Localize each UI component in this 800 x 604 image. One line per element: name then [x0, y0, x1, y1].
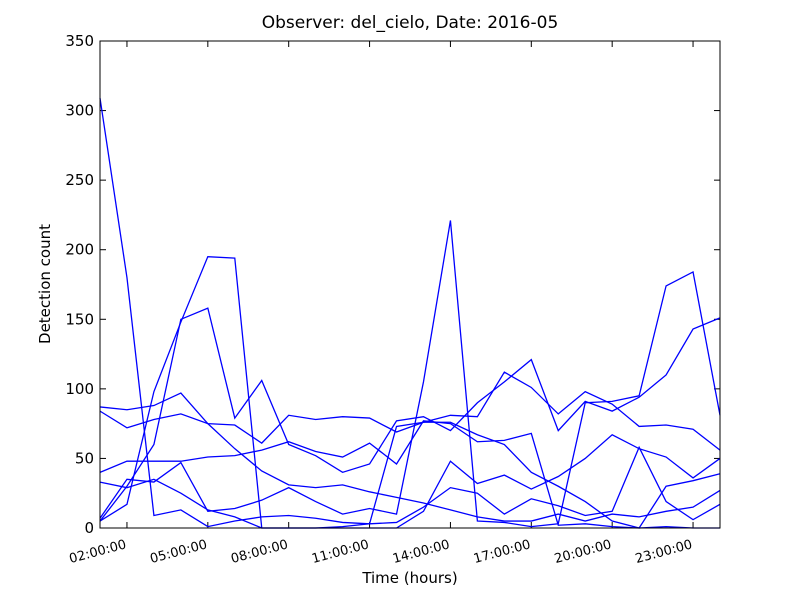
series-line [99, 97, 721, 528]
series-line [99, 392, 721, 522]
series-line [99, 255, 721, 529]
series-line [99, 371, 721, 451]
plot-frame [99, 40, 721, 529]
y-tick-label: 50 [75, 449, 94, 467]
series-line [99, 307, 721, 522]
y-axis-label: Detection count [36, 224, 54, 344]
series-line [99, 421, 721, 529]
y-tick-label: 250 [65, 171, 94, 189]
y-tick-label: 200 [65, 241, 94, 259]
y-tick-label: 300 [65, 102, 94, 120]
series-line [99, 220, 721, 528]
x-axis-label: Time (hours) [361, 569, 457, 587]
series-line [99, 420, 720, 529]
y-tick-label: 100 [65, 380, 94, 398]
y-tick-label: 150 [65, 310, 94, 328]
y-tick-label: 350 [65, 32, 94, 50]
chart-title: Observer: del_cielo, Date: 2016-05 [262, 13, 559, 33]
y-tick-label: 0 [84, 519, 94, 537]
